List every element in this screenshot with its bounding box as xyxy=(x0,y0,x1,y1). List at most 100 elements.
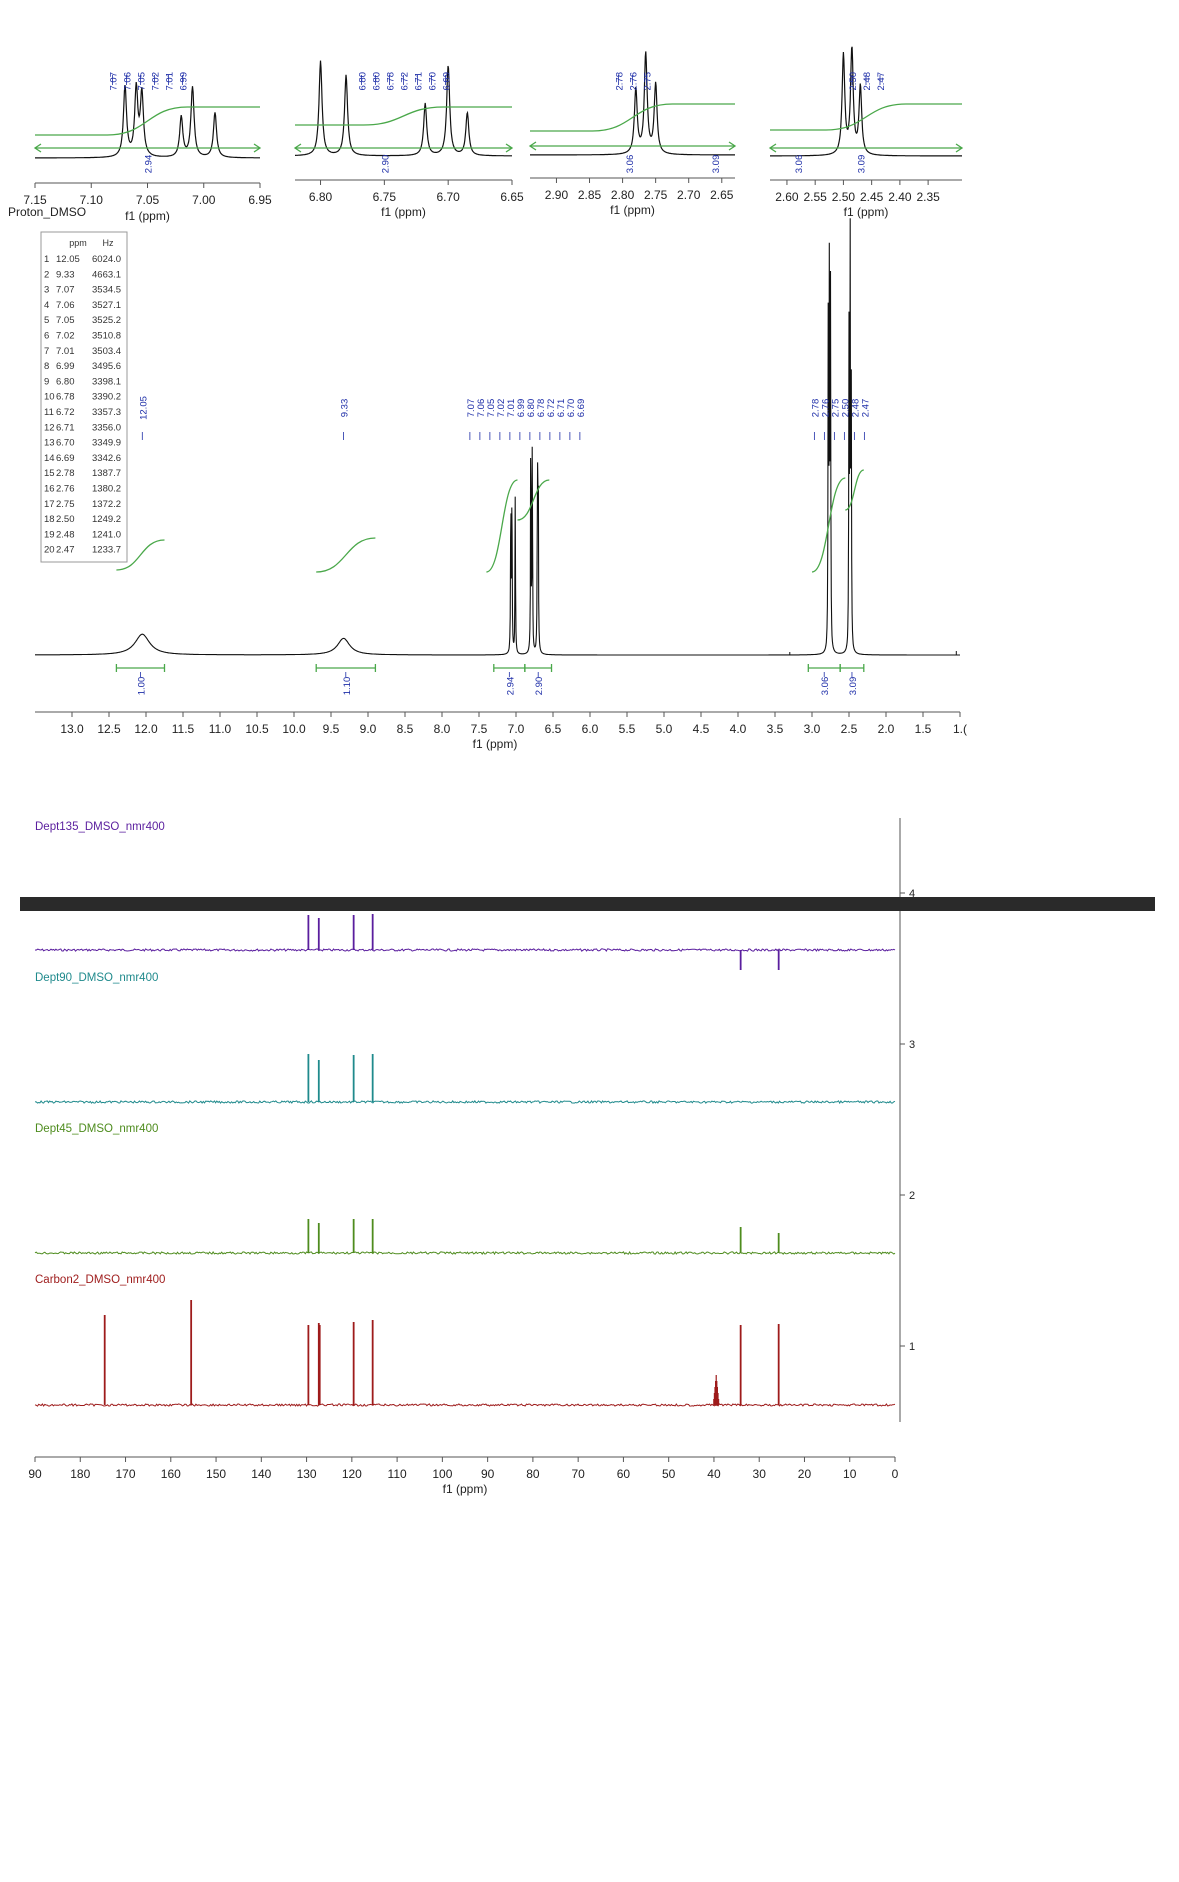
inset-spectrum-trace xyxy=(295,60,512,157)
peak-table-index: 12 xyxy=(44,422,55,433)
peak-table-index: 8 xyxy=(44,361,49,372)
inset-peak-label: 2.75 xyxy=(643,72,654,91)
peak-table-index: 9 xyxy=(44,376,49,387)
inset-x-tick-label: 2.35 xyxy=(916,190,940,204)
proton-x-tick-label: 5.0 xyxy=(656,722,673,736)
inset-range-arrow-right xyxy=(505,143,514,153)
carbon-x-tick-label: 40 xyxy=(707,1467,721,1481)
peak-table-index: 16 xyxy=(44,484,55,495)
inset-peak-label: 7.01 xyxy=(165,72,176,91)
peak-table-hz: 4663.1 xyxy=(92,269,121,280)
proton-peak-label: 9.33 xyxy=(340,399,351,418)
proton-peak-label: 6.78 xyxy=(536,399,547,418)
inset-range-arrow-left xyxy=(768,143,777,153)
proton-integral-curve xyxy=(486,479,518,573)
carbon-x-tick-label: 10 xyxy=(843,1467,857,1481)
proton-integral-curve xyxy=(845,469,865,511)
inset-integral-value: 3.06 xyxy=(625,155,636,174)
peak-table-hz: 1387.7 xyxy=(92,468,121,479)
peak-table-ppm: 2.78 xyxy=(56,468,75,479)
peak-table-ppm: 9.33 xyxy=(56,269,75,280)
proton-peak-label: 2.75 xyxy=(830,399,841,418)
carbon-series-name: Dept45_DMSO_nmr400 xyxy=(35,1123,158,1135)
carbon-series-baseline xyxy=(34,948,896,953)
peak-table-index: 11 xyxy=(44,407,54,418)
peak-table-index: 10 xyxy=(44,392,55,403)
peak-table-ppm: 7.02 xyxy=(56,331,75,342)
peak-table-ppm: 2.76 xyxy=(56,484,75,495)
peak-table-ppm: 6.80 xyxy=(56,376,75,387)
proton-peak-label: 6.69 xyxy=(576,399,587,418)
peak-table-index: 3 xyxy=(44,285,49,296)
inset-peak-label: 6.70 xyxy=(428,72,439,91)
carbon-x-tick-label: 60 xyxy=(617,1467,631,1481)
inset-peak-label: 6.80 xyxy=(358,72,369,91)
inset-spectrum-trace xyxy=(530,51,735,156)
proton-x-tick-label: 10.5 xyxy=(245,722,269,736)
inset-x-tick-label: 2.85 xyxy=(578,188,602,202)
proton-integral-curve xyxy=(316,537,376,573)
inset-x-tick-label: 6.80 xyxy=(309,190,333,204)
inset-peak-label: 2.48 xyxy=(862,72,873,91)
inset-x-tick-label: 7.05 xyxy=(136,193,160,207)
inset-integral-curve xyxy=(35,106,260,136)
inset-integral-curve xyxy=(295,106,512,126)
peak-table-hz: 1380.2 xyxy=(92,484,121,495)
inset-range-arrow-right xyxy=(728,141,737,151)
peak-table-header: ppm xyxy=(69,238,87,248)
inset-x-tick-label: 6.65 xyxy=(500,190,524,204)
peak-table-index: 6 xyxy=(44,331,49,342)
inset-peak-label: 6.72 xyxy=(400,72,411,91)
inset-integral-curve xyxy=(530,103,735,132)
proton-x-tick-label: 3.5 xyxy=(767,722,784,736)
inset-integral-value: 3.09 xyxy=(856,155,867,174)
peak-table-index: 14 xyxy=(44,453,55,464)
inset-peak-label: 6.80 xyxy=(372,72,383,91)
peak-table-ppm: 2.50 xyxy=(56,514,75,525)
inset-peak-label: 6.99 xyxy=(179,72,190,91)
inset-spectrum-trace xyxy=(770,46,962,157)
proton-peak-label: 7.01 xyxy=(506,399,517,418)
inset-x-axis-label: f1 (ppm) xyxy=(381,205,426,219)
peak-table-hz: 3503.4 xyxy=(92,346,121,357)
proton-x-tick-label: 2.5 xyxy=(841,722,858,736)
proton-peak-label: 7.06 xyxy=(476,399,487,418)
proton-x-tick-label: 12.5 xyxy=(97,722,121,736)
peak-table-ppm: 7.07 xyxy=(56,285,75,296)
inset-peak-label: 6.69 xyxy=(442,72,453,91)
inset-x-tick-label: 2.60 xyxy=(775,190,799,204)
peak-table-hz: 3357.3 xyxy=(92,407,121,418)
proton-integral-value: 1.10 xyxy=(342,677,353,696)
peak-table-index: 4 xyxy=(44,300,49,311)
inset-integral-value: 2.94 xyxy=(144,155,155,174)
proton-x-tick-label: 2.0 xyxy=(878,722,895,736)
carbon-x-tick-label: 50 xyxy=(662,1467,676,1481)
peak-table-hz: 3534.5 xyxy=(92,285,121,296)
peak-table-index: 19 xyxy=(44,529,55,540)
inset-integral-value: 2.90 xyxy=(380,155,391,174)
inset-peak-label: 6.71 xyxy=(414,72,425,91)
peak-table-ppm: 7.06 xyxy=(56,300,75,311)
inset-x-tick-label: 2.80 xyxy=(611,188,635,202)
proton-x-tick-label: 6.0 xyxy=(582,722,599,736)
inset-range-arrow-left xyxy=(528,141,537,151)
inset-x-tick-label: 2.55 xyxy=(803,190,827,204)
peak-table-ppm: 6.70 xyxy=(56,438,75,449)
section-separator xyxy=(20,897,1155,911)
peak-table-index: 15 xyxy=(44,468,55,479)
peak-table-ppm: 6.69 xyxy=(56,453,75,464)
inset-range-arrow-left xyxy=(33,143,42,153)
carbon-right-tick-label: 1 xyxy=(909,1341,915,1353)
carbon-x-tick-label: 90 xyxy=(481,1467,495,1481)
proton-x-tick-label: 4.5 xyxy=(693,722,710,736)
peak-table-index: 13 xyxy=(44,438,55,449)
peak-table-index: 20 xyxy=(44,545,55,556)
proton-peak-label: 2.78 xyxy=(810,399,821,418)
inset-x-tick-label: 2.75 xyxy=(644,188,668,202)
carbon-series-name: Carbon2_DMSO_nmr400 xyxy=(35,1274,165,1286)
inset-x-tick-label: 2.45 xyxy=(860,190,884,204)
inset-x-tick-label: 6.75 xyxy=(373,190,397,204)
proton-title: Proton_DMSO xyxy=(8,205,86,219)
peak-table-hz: 6024.0 xyxy=(92,254,121,265)
